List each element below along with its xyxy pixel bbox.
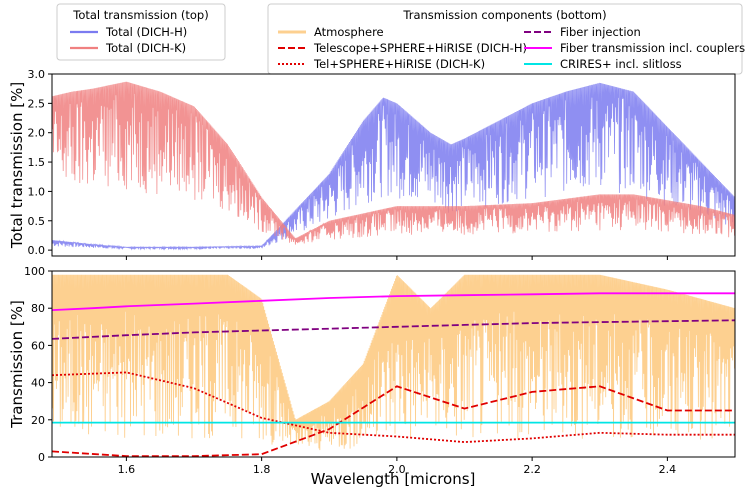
top-y-tick-label: 0.5: [28, 215, 46, 228]
bottom-y-tick-label: 40: [31, 377, 45, 390]
legend-bottom-title: Transmission components (bottom): [402, 8, 606, 22]
top-y-tick-label: 1.0: [28, 185, 46, 198]
bottom-x-tick-label: 2.0: [388, 463, 406, 476]
top-y-tick-label: 0.0: [28, 244, 46, 257]
legend-top-title: Total transmission (top): [72, 8, 208, 22]
top-plot-area: [51, 81, 736, 251]
top-x-ticks: [125, 256, 668, 260]
legend-label-fiber-injection: Fiber injection: [560, 25, 641, 39]
top-panel: 0.0 0.5 1.0 1.5 2.0 2.5 3.0 Total transmission…: [8, 68, 736, 260]
x-axis-label: Wavelength [microns]: [311, 470, 476, 488]
series-fiber-transmission: [51, 292, 735, 311]
bottom-x-tick-label: 2.4: [659, 463, 677, 476]
bottom-y-axis-label: Transmission [%]: [8, 300, 26, 429]
bottom-axes-frame: [51, 270, 736, 458]
top-y-tick-label: 2.0: [28, 127, 46, 140]
top-y-tick-label: 2.5: [28, 97, 46, 110]
bottom-panel: 0 20 40 60 80 100 1.6 1.8 2.0 2.2 2.4 Transmissio…: [8, 265, 736, 488]
bottom-x-tick-label: 1.8: [253, 463, 271, 476]
top-y-tick-label: 3.0: [28, 68, 46, 81]
series-fiber-injection: [51, 319, 736, 340]
legend-top: Total transmission (top) Total (DICH-H) …: [56, 3, 226, 61]
bottom-y-tick-label: 0: [38, 451, 45, 464]
top-y-axis-label: Total transmission [%]: [8, 82, 26, 249]
legend-top-label-k: Total (DICH-K): [105, 41, 186, 55]
legend-bottom: Transmission components (bottom) Atmosph…: [267, 3, 745, 75]
series-telescope-dich-h: [51, 385, 735, 457]
top-axes-frame: [51, 73, 736, 257]
legend-label-fiber-transmission: Fiber transmission incl. couplers: [560, 41, 745, 55]
series-atmosphere: [51, 274, 736, 451]
legend-label-crires: CRIRES+ incl. slitloss: [560, 57, 682, 71]
legend-label-tel-h: Telescope+SPHERE+HiRISE (DICH-H): [313, 41, 527, 55]
bottom-x-ticks: 1.6 1.8 2.0 2.2 2.4: [118, 457, 676, 476]
bottom-y-tick-label: 60: [31, 339, 45, 352]
series-tel-dich-k: [51, 371, 735, 444]
bottom-x-tick-label: 1.6: [118, 463, 136, 476]
legend-top-frame: [56, 3, 226, 61]
bottom-y-tick-label: 20: [31, 414, 45, 427]
top-series-total-dich-k: [51, 81, 736, 245]
top-y-tick-label: 1.5: [28, 156, 46, 169]
bottom-y-tick-label: 100: [24, 265, 45, 278]
bottom-y-tick-label: 80: [31, 302, 45, 315]
legend-label-tel-k: Tel+SPHERE+HiRISE (DICH-K): [313, 57, 485, 71]
legend-label-atmosphere: Atmosphere: [314, 25, 384, 39]
bottom-y-ticks: 0 20 40 60 80 100: [24, 265, 52, 464]
bottom-plot-area: [51, 274, 736, 457]
legend-top-label-h: Total (DICH-H): [105, 25, 187, 39]
bottom-x-tick-label: 2.2: [523, 463, 541, 476]
top-y-ticks: 0.0 0.5 1.0 1.5 2.0 2.5 3.0: [28, 68, 52, 257]
top-series-total-dich-h: [51, 82, 736, 251]
